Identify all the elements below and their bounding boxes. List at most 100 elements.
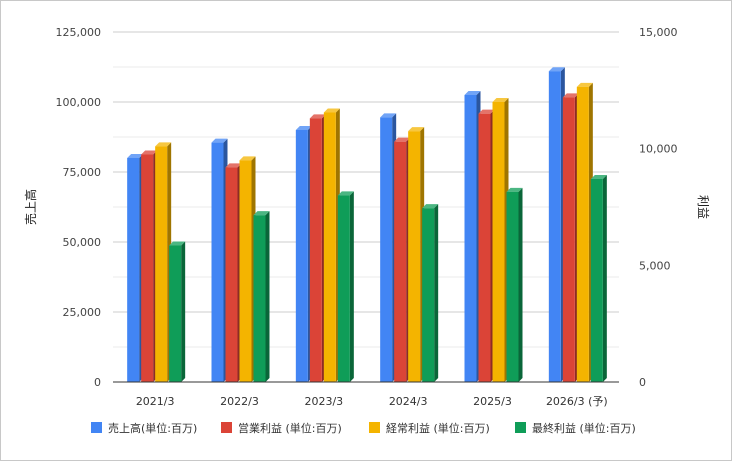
- legend[interactable]: 売上高(単位:百万) 営業利益 (単位:百万) 経常利益 (単位:百万) 最終利益 (…: [91, 421, 636, 435]
- bar-top: [464, 91, 481, 95]
- bar-top: [155, 142, 172, 147]
- bar-front: [169, 245, 182, 382]
- left-axis-ticks: 0 25,000 50,000 75,000 100,000 125,000: [56, 26, 102, 389]
- bar-front: [155, 146, 168, 382]
- category-label: 2025/3: [473, 395, 512, 408]
- bar-top: [309, 114, 326, 119]
- bar-front: [225, 167, 238, 382]
- legend-swatch: [221, 422, 232, 433]
- left-tick-label: 25,000: [63, 306, 102, 319]
- bar-top: [422, 204, 439, 209]
- bar-front: [323, 112, 336, 382]
- bar: [478, 109, 495, 383]
- legend-item[interactable]: 営業利益 (単位:百万): [221, 421, 342, 435]
- bar-side: [265, 211, 270, 382]
- bar: [380, 113, 397, 383]
- bar-top: [239, 156, 256, 161]
- bar-front: [394, 141, 407, 382]
- bar: [506, 187, 523, 382]
- legend-swatch: [369, 422, 380, 433]
- bar: [548, 67, 565, 382]
- bar-front: [548, 71, 561, 382]
- legend-item[interactable]: 最終利益 (単位:百万): [515, 421, 636, 435]
- bar-top: [590, 175, 607, 179]
- bar-front: [408, 131, 421, 382]
- bar: [239, 156, 256, 382]
- bar: [127, 154, 144, 382]
- bar-top: [169, 241, 186, 246]
- right-axis-ticks: 0 5,000 10,000 15,000: [639, 26, 678, 389]
- legend-swatch: [91, 422, 102, 433]
- legend-label: 売上高(単位:百万): [108, 421, 197, 435]
- bar-top: [141, 150, 158, 155]
- category-label: 2024/3: [389, 395, 428, 408]
- bar-top: [211, 138, 228, 143]
- left-axis-title: 売上高: [23, 189, 38, 225]
- bar-front: [492, 102, 505, 382]
- left-tick-label: 75,000: [63, 166, 102, 179]
- bar-top: [576, 82, 593, 87]
- right-tick-label: 10,000: [639, 143, 678, 156]
- right-tick-label: 5,000: [639, 259, 671, 272]
- bar: [225, 163, 242, 382]
- bar-front: [506, 191, 519, 382]
- left-tick-label: 50,000: [63, 236, 102, 249]
- bar-side: [518, 187, 523, 382]
- bar-side: [602, 175, 607, 382]
- bar-front: [141, 154, 154, 382]
- bar: [576, 82, 593, 382]
- bar-top: [506, 187, 523, 192]
- right-tick-label: 15,000: [639, 26, 678, 39]
- bar: [155, 142, 172, 382]
- category-labels: 2021/3 2022/3 2023/3 2024/3 2025/3 2026/3 (予): [136, 395, 608, 408]
- legend-item[interactable]: 経常利益 (単位:百万): [369, 421, 490, 435]
- bar-top: [127, 154, 144, 158]
- bar-front: [253, 215, 266, 382]
- bar-front: [478, 113, 491, 383]
- bar-front: [211, 142, 224, 382]
- left-tick-label: 125,000: [56, 26, 102, 39]
- bar-top: [337, 191, 354, 196]
- bar-front: [562, 97, 575, 382]
- bar: [211, 138, 228, 382]
- category-label: 2021/3: [136, 395, 175, 408]
- gridlines: [113, 31, 619, 383]
- bar-side: [349, 191, 354, 382]
- bar: [590, 175, 607, 382]
- bar-front: [464, 95, 477, 382]
- left-tick-label: 0: [94, 376, 101, 389]
- bar-front: [380, 117, 393, 383]
- legend-swatch: [515, 422, 526, 433]
- bar: [337, 191, 354, 382]
- legend-item[interactable]: 売上高(単位:百万): [91, 421, 197, 435]
- bar-top: [323, 108, 340, 113]
- bar: [408, 127, 425, 383]
- bars: [127, 67, 607, 383]
- category-label: 2022/3: [220, 395, 259, 408]
- bar-front: [309, 118, 322, 382]
- category-label: 2026/3 (予): [546, 395, 608, 408]
- bar: [295, 126, 312, 382]
- bar-top: [548, 67, 565, 72]
- right-tick-label: 0: [639, 376, 646, 389]
- right-axis-title: 利益: [696, 195, 710, 219]
- bar: [464, 91, 481, 382]
- bar-front: [422, 208, 435, 382]
- legend-label: 経常利益 (単位:百万): [386, 421, 490, 435]
- bar: [323, 108, 340, 382]
- bar-front: [239, 160, 252, 382]
- bar-front: [127, 158, 140, 382]
- bar: [169, 241, 186, 382]
- bar: [141, 150, 158, 382]
- bar-front: [576, 86, 589, 382]
- bar-top: [492, 98, 509, 102]
- bar-top: [394, 137, 411, 142]
- bar-top: [478, 109, 495, 114]
- bar-top: [408, 127, 425, 132]
- bar-front: [590, 179, 603, 382]
- bar-front: [337, 195, 350, 382]
- bar-top: [253, 211, 270, 216]
- bar: [394, 137, 411, 382]
